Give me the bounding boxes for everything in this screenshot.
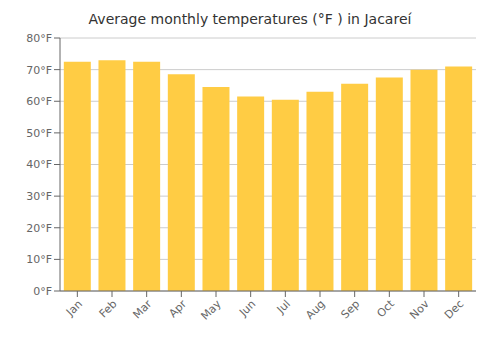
svg-text:Nov: Nov bbox=[407, 297, 432, 322]
svg-text:Sep: Sep bbox=[338, 297, 362, 321]
svg-text:Dec: Dec bbox=[442, 297, 466, 321]
svg-text:Feb: Feb bbox=[97, 297, 120, 320]
svg-text:40°F: 40°F bbox=[26, 158, 52, 171]
svg-text:60°F: 60°F bbox=[26, 95, 52, 108]
svg-text:Jul: Jul bbox=[274, 297, 293, 316]
svg-text:10°F: 10°F bbox=[26, 253, 52, 266]
svg-text:Oct: Oct bbox=[374, 297, 397, 320]
svg-text:20°F: 20°F bbox=[26, 222, 52, 235]
svg-text:0°F: 0°F bbox=[33, 285, 52, 298]
svg-text:Mar: Mar bbox=[130, 297, 154, 321]
svg-text:May: May bbox=[198, 297, 224, 323]
svg-text:80°F: 80°F bbox=[26, 32, 52, 45]
html-text:Average monthly temperatures (: Average monthly temperatures (°F ) in Ja… bbox=[88, 11, 412, 27]
svg-text:Jan: Jan bbox=[63, 297, 85, 319]
svg-text:Aug: Aug bbox=[303, 297, 327, 321]
svg-text:30°F: 30°F bbox=[26, 190, 52, 203]
svg-text:50°F: 50°F bbox=[26, 127, 52, 140]
svg-text:Jun: Jun bbox=[236, 297, 258, 319]
svg-text:Apr: Apr bbox=[166, 297, 189, 320]
svg-text:70°F: 70°F bbox=[26, 64, 52, 77]
